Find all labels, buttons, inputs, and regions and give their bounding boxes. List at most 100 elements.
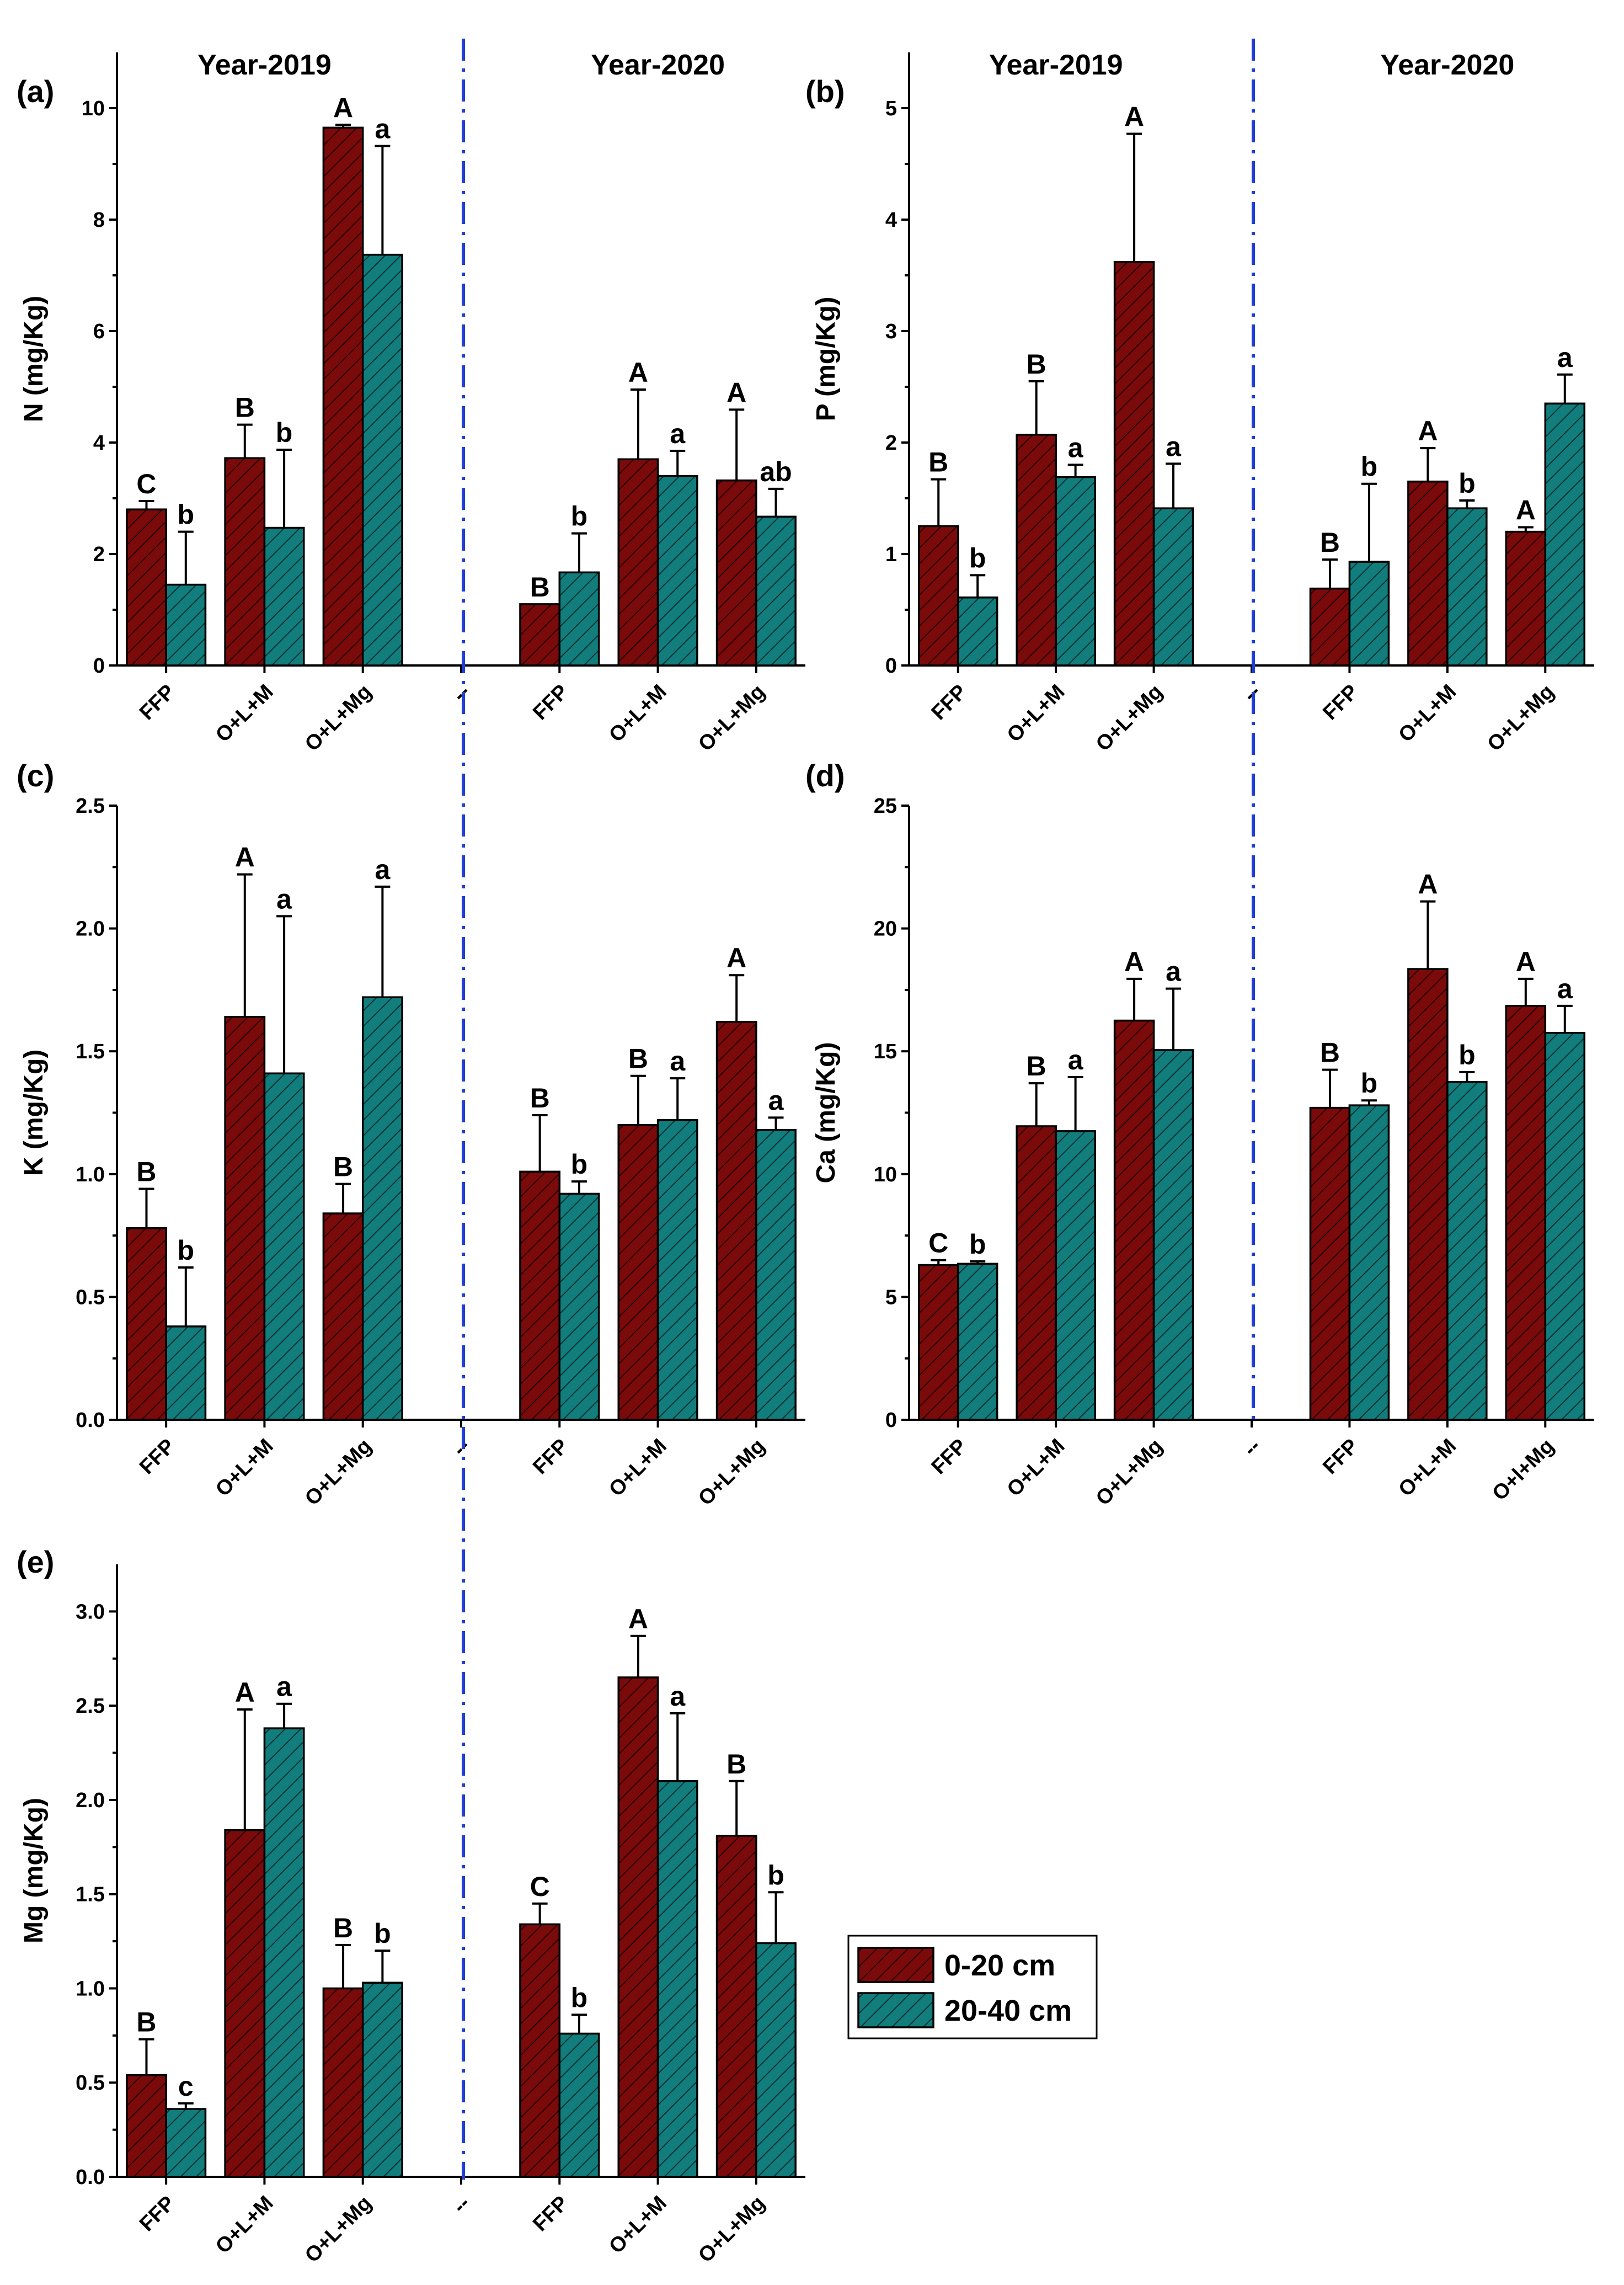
bar-20-40cm — [1055, 476, 1096, 667]
x-tick-label: FFP — [528, 2192, 573, 2236]
bar-20-40cm — [558, 571, 600, 667]
significance-label: A — [1418, 869, 1438, 900]
y-axis-title: Mg (mg/Kg) — [19, 1798, 49, 1943]
significance-label: b — [969, 1229, 986, 1260]
bar-0-20cm — [1016, 1125, 1057, 1421]
panel-e: (e) 0.0 0.5 1.0 1.5 2.0 2.5 3.0 Mg (mg/Kg) FFP O+L… — [17, 1544, 805, 2267]
significance-label: a — [1068, 432, 1084, 463]
year-label-2019: Year-2019 — [989, 49, 1123, 81]
bar-0-20cm — [1016, 434, 1057, 667]
bar-20-40cm — [263, 1072, 305, 1421]
bar-0-20cm — [715, 1835, 757, 2178]
y-axis-title: Ca (mg/Kg) — [811, 1042, 841, 1184]
y-tick-label: 5 — [885, 1286, 897, 1309]
bar-0-20cm — [617, 1676, 659, 2178]
significance-label: a — [670, 1681, 686, 1712]
x-tick-label: O+L+Mg — [301, 680, 376, 756]
significance-label: c — [178, 2071, 194, 2102]
significance-label: A — [628, 357, 648, 388]
bar-0-20cm — [917, 1264, 959, 1421]
significance-label: B — [235, 392, 255, 423]
significance-label: b — [571, 501, 588, 532]
y-tick-label: 3 — [885, 320, 897, 343]
panel-label: (b) — [805, 74, 845, 109]
significance-label: a — [1557, 973, 1573, 1004]
bar-0-20cm — [715, 479, 757, 667]
y-tick-label: 3.0 — [76, 1600, 105, 1623]
x-tick-label: FFP — [528, 1435, 573, 1479]
panel-c: (c) 0.0 0.5 1.0 1.5 2.0 2.5 K (mg/Kg) FFP O+L+M O+… — [17, 758, 805, 1510]
significance-label: A — [235, 842, 255, 873]
significance-label: A — [1418, 416, 1438, 446]
significance-label: B — [628, 1043, 648, 1074]
panel-a: (a) Year-2019 Year-2020 0 2 4 6 8 10 N (mg/Kg) FFP… — [17, 49, 805, 756]
bar-20-40cm — [1544, 402, 1586, 667]
x-tick-label: O+L+M — [211, 1435, 278, 1501]
panel-label: (c) — [17, 758, 54, 793]
bar-20-40cm — [361, 253, 403, 667]
bar-0-20cm — [224, 457, 266, 667]
y-tick-label: 4 — [885, 209, 897, 232]
x-tick-label: O+L+Mg — [694, 1435, 770, 1510]
significance-label: a — [276, 1671, 292, 1702]
significance-label: B — [530, 572, 550, 603]
bar-0-20cm — [126, 1227, 167, 1421]
bar-20-40cm — [1055, 1130, 1096, 1421]
bar-20-40cm — [1348, 1104, 1390, 1421]
bar-20-40cm — [361, 996, 403, 1421]
significance-label: A — [726, 377, 746, 408]
bar-0-20cm — [1309, 587, 1351, 667]
bar-20-40cm — [957, 596, 998, 667]
significance-label: B — [928, 447, 948, 478]
significance-label: a — [375, 854, 391, 885]
significance-label: b — [571, 1149, 588, 1180]
bar-0-20cm — [322, 1212, 364, 1421]
y-tick-label: 5 — [885, 97, 897, 120]
y-tick-label: 15 — [874, 1040, 897, 1063]
legend-swatch-0-20 — [857, 1947, 934, 1983]
y-tick-label: 1.5 — [76, 1040, 105, 1063]
significance-label: A — [333, 92, 353, 123]
y-tick-label: 2.0 — [76, 1789, 105, 1812]
y-tick-label: 2.5 — [76, 795, 105, 818]
significance-label: a — [1557, 342, 1573, 373]
significance-label: a — [768, 1085, 784, 1116]
year-label-2020: Year-2020 — [591, 49, 725, 81]
significance-label: A — [1124, 101, 1144, 132]
x-tick-label: O+L+M — [1394, 680, 1461, 747]
bar-0-20cm — [224, 1016, 266, 1421]
bar-0-20cm — [322, 126, 364, 667]
legend-label-0-20: 0-20 cm — [944, 1949, 1055, 1982]
significance-label: C — [928, 1228, 948, 1259]
significance-label: b — [969, 542, 986, 573]
significance-label: a — [1166, 431, 1182, 462]
legend: 0-20 cm 20-40 cm — [847, 1935, 1098, 2039]
significance-label: b — [374, 1918, 391, 1949]
bar-20-40cm — [957, 1263, 998, 1421]
panel-label: (a) — [17, 74, 54, 109]
x-tick-label: O+L+M — [605, 680, 671, 747]
panel-label: (d) — [805, 758, 845, 793]
x-tick-label: FFP — [1318, 680, 1363, 725]
x-tick-label: O+L+M — [605, 1435, 671, 1501]
significance-label: B — [1027, 1051, 1046, 1082]
y-axis-title: K (mg/Kg) — [19, 1050, 49, 1176]
significance-label: a — [670, 418, 686, 449]
x-tick-label: O+L+Mg — [694, 2192, 770, 2267]
bar-0-20cm — [1113, 1019, 1155, 1421]
bar-0-20cm — [126, 2074, 167, 2178]
significance-label: a — [375, 114, 391, 145]
bar-20-40cm — [1348, 561, 1390, 667]
bar-20-40cm — [656, 475, 698, 667]
x-tick-label: FFP — [135, 2192, 179, 2236]
y-tick-label: 2.5 — [76, 1695, 105, 1718]
x-tick-label: O+L+M — [211, 2192, 278, 2259]
bar-0-20cm — [1505, 1005, 1547, 1421]
x-tick-label: O+L+Mg — [694, 680, 770, 756]
x-tick-label: FFP — [1318, 1435, 1363, 1479]
significance-label: B — [136, 2007, 156, 2038]
x-tick-label: -- — [448, 680, 475, 707]
bar-20-40cm — [755, 515, 797, 667]
significance-label: B — [333, 1913, 353, 1943]
